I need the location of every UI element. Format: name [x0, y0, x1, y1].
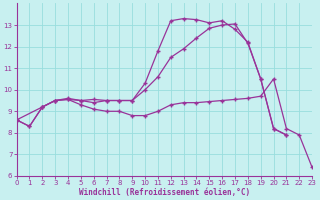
- X-axis label: Windchill (Refroidissement éolien,°C): Windchill (Refroidissement éolien,°C): [79, 188, 250, 197]
